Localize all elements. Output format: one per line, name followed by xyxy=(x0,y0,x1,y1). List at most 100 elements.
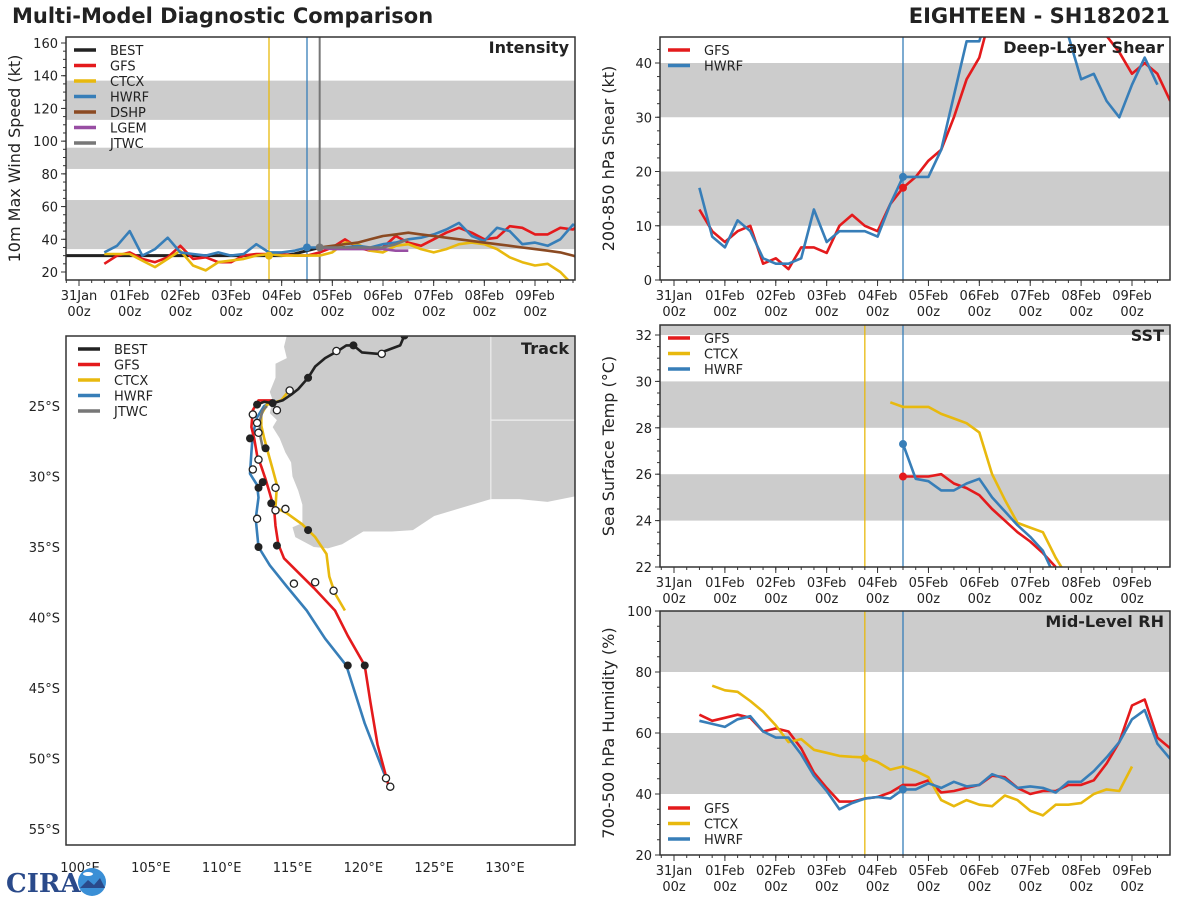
x-tick-label: 08Feb xyxy=(465,289,505,304)
lat-tick-label: 30°S xyxy=(29,471,60,486)
x-tick-label: 05Feb xyxy=(313,289,353,304)
page-title: Multi-Model Diagnostic Comparison xyxy=(12,4,434,28)
marker-hwrf xyxy=(899,172,907,181)
x-tick-sublabel: 00z xyxy=(1069,880,1093,895)
x-tick-label: 05Feb xyxy=(909,289,949,304)
track-marker-filled xyxy=(254,543,263,551)
track-marker-filled xyxy=(246,434,254,443)
x-tick-sublabel: 00z xyxy=(1069,592,1093,607)
y-tick-label: 30 xyxy=(635,375,652,390)
track-marker-filled xyxy=(304,526,313,535)
x-tick-label: 09Feb xyxy=(1112,576,1152,591)
panel-sst: 22242628303231Jan00z01Feb00z02Feb00z03Fe… xyxy=(599,324,1171,607)
track-marker-filled xyxy=(343,661,352,670)
x-tick-label: 31Jan xyxy=(61,289,98,304)
x-tick-sublabel: 00z xyxy=(866,305,890,320)
track-marker-open xyxy=(310,578,320,587)
legend-label-gfs: GFS xyxy=(114,359,140,374)
lat-tick-label: 25°S xyxy=(29,400,60,415)
series-hwrf xyxy=(103,221,575,257)
marker-gfs xyxy=(899,472,907,481)
y-tick-label: 160 xyxy=(33,37,58,52)
panel-rh: 2040608010031Jan00z01Feb00z02Feb00z03Feb… xyxy=(599,605,1171,895)
x-tick-label: 08Feb xyxy=(1061,864,1101,879)
x-tick-sublabel: 00z xyxy=(866,592,890,607)
x-tick-label: 07Feb xyxy=(1010,289,1050,304)
x-tick-sublabel: 00z xyxy=(1120,592,1144,607)
x-tick-sublabel: 00z xyxy=(169,305,193,320)
legend-label-gfs: GFS xyxy=(704,44,730,59)
x-tick-label: 01Feb xyxy=(110,289,150,304)
x-tick-sublabel: 00z xyxy=(1019,305,1043,320)
track-marker-open xyxy=(381,773,391,783)
x-tick-sublabel: 00z xyxy=(968,592,992,607)
x-tick-sublabel: 00z xyxy=(764,880,788,895)
legend-label-gfs: GFS xyxy=(110,60,136,75)
shaded-band xyxy=(660,325,1170,335)
y-tick-label: 80 xyxy=(41,168,58,183)
x-tick-sublabel: 00z xyxy=(815,592,839,607)
legend-label-hwrf: HWRF xyxy=(114,390,153,405)
legend-label-hwrf: HWRF xyxy=(704,60,743,75)
track-marker-open xyxy=(248,465,258,474)
x-tick-sublabel: 00z xyxy=(815,880,839,895)
x-tick-label: 09Feb xyxy=(1112,864,1152,879)
track-marker-open xyxy=(285,386,294,395)
y-tick-label: 26 xyxy=(635,468,652,483)
track-marker-open xyxy=(252,418,262,428)
series-hwrf xyxy=(698,37,1159,266)
series-group xyxy=(66,221,575,280)
land-australia xyxy=(269,336,575,549)
marker-gfs xyxy=(899,183,907,192)
x-tick-sublabel: 00z xyxy=(422,305,446,320)
x-tick-label: 02Feb xyxy=(756,576,796,591)
x-tick-label: 03Feb xyxy=(807,864,847,879)
legend-label-lgem: LGEM xyxy=(110,122,147,137)
series-group xyxy=(889,401,1063,567)
track-marker-open xyxy=(254,428,263,438)
shaded-band xyxy=(660,381,1170,428)
x-tick-sublabel: 00z xyxy=(219,305,243,320)
track-marker-open xyxy=(252,514,262,524)
y-tick-label: 80 xyxy=(635,666,652,681)
lat-tick-label: 55°S xyxy=(29,823,60,838)
x-tick-label: 09Feb xyxy=(1112,289,1152,304)
marker-hwrf xyxy=(303,243,311,252)
y-tick-label: 40 xyxy=(635,788,652,803)
y-tick-label: 20 xyxy=(635,849,652,864)
track-marker-filled xyxy=(253,400,262,409)
lon-tick-label: 130°E xyxy=(485,861,525,876)
series-ctcx xyxy=(711,684,1134,817)
x-tick-label: 03Feb xyxy=(807,289,847,304)
y-tick-label: 20 xyxy=(635,166,652,181)
x-tick-label: 05Feb xyxy=(909,864,949,879)
x-tick-sublabel: 00z xyxy=(371,305,395,320)
x-tick-sublabel: 00z xyxy=(1069,305,1093,320)
legend-label-gfs: GFS xyxy=(704,332,730,347)
panel-title: Intensity xyxy=(489,38,570,57)
track-marker-filled xyxy=(360,661,369,670)
x-tick-label: 08Feb xyxy=(1061,289,1101,304)
x-tick-sublabel: 00z xyxy=(67,305,91,320)
lon-tick-label: 105°E xyxy=(131,861,171,876)
series-group xyxy=(698,37,1170,271)
shaded-band xyxy=(660,171,1170,226)
y-tick-label: 60 xyxy=(635,727,652,742)
marker-ctcx xyxy=(860,754,869,763)
x-tick-sublabel: 00z xyxy=(1019,592,1043,607)
x-tick-sublabel: 00z xyxy=(1120,305,1144,320)
x-tick-sublabel: 00z xyxy=(968,880,992,895)
y-tick-label: 20 xyxy=(41,266,58,281)
y-tick-label: 100 xyxy=(33,135,58,150)
x-tick-label: 03Feb xyxy=(211,289,251,304)
track-marker-open xyxy=(248,410,258,419)
legend-label-hwrf: HWRF xyxy=(704,833,743,848)
x-tick-sublabel: 00z xyxy=(523,305,547,320)
x-tick-label: 04Feb xyxy=(858,576,898,591)
y-axis-label: 200-850 hPa Shear (kt) xyxy=(599,66,618,252)
series-gfs xyxy=(903,472,1057,567)
x-tick-label: 04Feb xyxy=(858,289,898,304)
x-tick-sublabel: 00z xyxy=(968,305,992,320)
y-tick-label: 30 xyxy=(635,111,652,126)
cira-logo-icon: CIRA xyxy=(6,868,106,898)
